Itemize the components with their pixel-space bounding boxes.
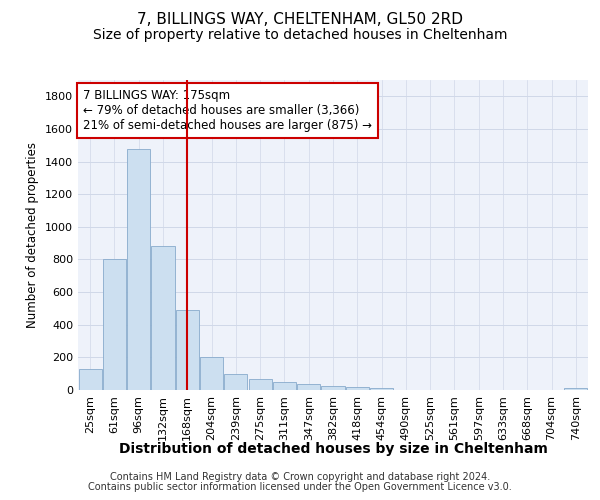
Text: 7 BILLINGS WAY: 175sqm
← 79% of detached houses are smaller (3,366)
21% of semi-: 7 BILLINGS WAY: 175sqm ← 79% of detached… xyxy=(83,90,372,132)
Bar xyxy=(200,356,223,390)
Y-axis label: Number of detached properties: Number of detached properties xyxy=(26,142,40,328)
Text: Size of property relative to detached houses in Cheltenham: Size of property relative to detached ho… xyxy=(93,28,507,42)
Bar xyxy=(346,387,369,390)
Bar xyxy=(151,246,175,390)
Bar xyxy=(322,386,344,390)
Text: Contains HM Land Registry data © Crown copyright and database right 2024.: Contains HM Land Registry data © Crown c… xyxy=(110,472,490,482)
Text: Contains public sector information licensed under the Open Government Licence v3: Contains public sector information licen… xyxy=(88,482,512,492)
Bar xyxy=(370,388,393,390)
Bar xyxy=(176,310,199,390)
Text: Distribution of detached houses by size in Cheltenham: Distribution of detached houses by size … xyxy=(119,442,547,456)
Text: 7, BILLINGS WAY, CHELTENHAM, GL50 2RD: 7, BILLINGS WAY, CHELTENHAM, GL50 2RD xyxy=(137,12,463,28)
Bar xyxy=(248,380,272,390)
Bar xyxy=(297,384,320,390)
Bar xyxy=(79,369,101,390)
Bar xyxy=(224,374,247,390)
Bar xyxy=(565,388,587,390)
Bar xyxy=(103,260,126,390)
Bar xyxy=(127,148,150,390)
Bar xyxy=(273,382,296,390)
